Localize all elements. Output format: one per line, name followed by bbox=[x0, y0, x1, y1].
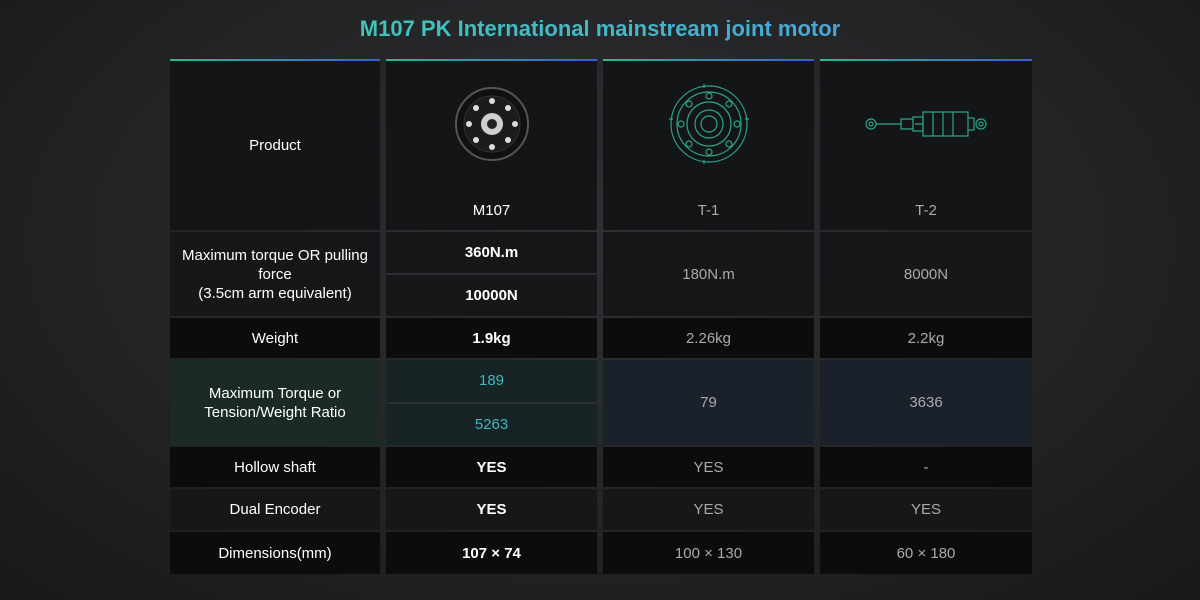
cell-text: 180N.m bbox=[682, 265, 735, 283]
cell-text: Maximum torque OR pulling force bbox=[182, 246, 368, 283]
cell-text: 5263 bbox=[474, 415, 509, 433]
value-cell: 189 bbox=[386, 360, 597, 402]
value-cell: 2.2kg bbox=[820, 318, 1032, 358]
value-cell: 360N.m bbox=[386, 232, 597, 273]
cell-text: 79 bbox=[700, 394, 717, 411]
value-cell: 8000N bbox=[820, 232, 1032, 316]
cell-text: Dimensions(mm) bbox=[218, 544, 332, 562]
divider bbox=[386, 273, 597, 275]
cell-text: Hollow shaft bbox=[234, 458, 316, 476]
divider bbox=[386, 401, 597, 404]
row-label-cell: Maximum Torque or Tension/Weight Ratio bbox=[170, 360, 380, 445]
cell-text: Tension/Weight Ratio bbox=[204, 403, 346, 421]
header-label: M107 bbox=[472, 202, 511, 219]
value-cell: 1.9kg bbox=[386, 318, 597, 358]
header-label: T-1 bbox=[697, 202, 720, 219]
cell-text: 1.9kg bbox=[472, 329, 511, 347]
row-label-cell: Dimensions(mm) bbox=[170, 532, 380, 574]
value-cell: YES bbox=[386, 447, 597, 487]
cell-text: Maximum Torque or bbox=[208, 384, 342, 402]
value-cell: 2.26kg bbox=[603, 318, 814, 358]
header-label: T-2 bbox=[915, 202, 937, 219]
header-cell: T-2 bbox=[820, 61, 1032, 230]
header-cell: T-1 bbox=[603, 61, 814, 230]
cell-text: 107 × 74 bbox=[462, 544, 521, 562]
product-image bbox=[668, 84, 749, 164]
value-cell: 100 × 130 bbox=[603, 532, 814, 574]
cell-text: Dual Encoder bbox=[229, 501, 321, 518]
value-cell: YES bbox=[603, 489, 814, 530]
cell-text: 2.2kg bbox=[907, 329, 945, 347]
cell-text: - bbox=[923, 458, 929, 476]
cell-text: Weight bbox=[251, 329, 299, 347]
cell-text: 3636 bbox=[909, 394, 943, 411]
cell-text: 100 × 130 bbox=[674, 544, 743, 562]
value-cell: 107 × 74 bbox=[386, 532, 597, 574]
cell-text: YES bbox=[693, 458, 724, 476]
cell-text: YES bbox=[476, 501, 507, 518]
cell-text: 2.26kg bbox=[685, 329, 732, 347]
header-label: Product bbox=[249, 137, 301, 154]
page-title: M107 PK International mainstream joint m… bbox=[0, 16, 1200, 42]
header-accent bbox=[603, 59, 814, 61]
cell-text: 60 × 180 bbox=[896, 544, 956, 562]
value-cell: 79 bbox=[603, 360, 814, 445]
cell-text: YES bbox=[476, 458, 507, 476]
cell-text: 10000N bbox=[465, 287, 518, 304]
value-cell: 180N.m bbox=[603, 232, 814, 316]
cell-text: (3.5cm arm equivalent) bbox=[198, 284, 352, 302]
header-cell: M107 bbox=[386, 61, 597, 230]
value-cell: YES bbox=[386, 489, 597, 530]
product-image bbox=[454, 87, 529, 161]
value-cell: 3636 bbox=[820, 360, 1032, 445]
cell-text: YES bbox=[910, 501, 941, 518]
value-cell: 5263 bbox=[386, 403, 597, 445]
header-accent bbox=[386, 59, 597, 61]
value-cell: YES bbox=[603, 447, 814, 487]
value-cell: - bbox=[820, 447, 1032, 487]
cell-text: 360N.m bbox=[464, 244, 519, 261]
header-accent bbox=[170, 59, 380, 61]
value-cell: 60 × 180 bbox=[820, 532, 1032, 574]
row-label-cell: Dual Encoder bbox=[170, 489, 380, 530]
header-accent bbox=[820, 59, 1032, 61]
header-cell: Product bbox=[170, 61, 380, 230]
product-image bbox=[865, 111, 987, 137]
cell-text: 189 bbox=[478, 372, 505, 390]
row-label-cell: Weight bbox=[170, 318, 380, 358]
cell-text: YES bbox=[693, 501, 724, 518]
value-cell: 10000N bbox=[386, 275, 597, 316]
value-cell: YES bbox=[820, 489, 1032, 530]
row-label-cell: Maximum torque OR pulling force (3.5cm ar… bbox=[170, 232, 380, 316]
row-label-cell: Hollow shaft bbox=[170, 447, 380, 487]
cell-text: 8000N bbox=[903, 265, 949, 283]
